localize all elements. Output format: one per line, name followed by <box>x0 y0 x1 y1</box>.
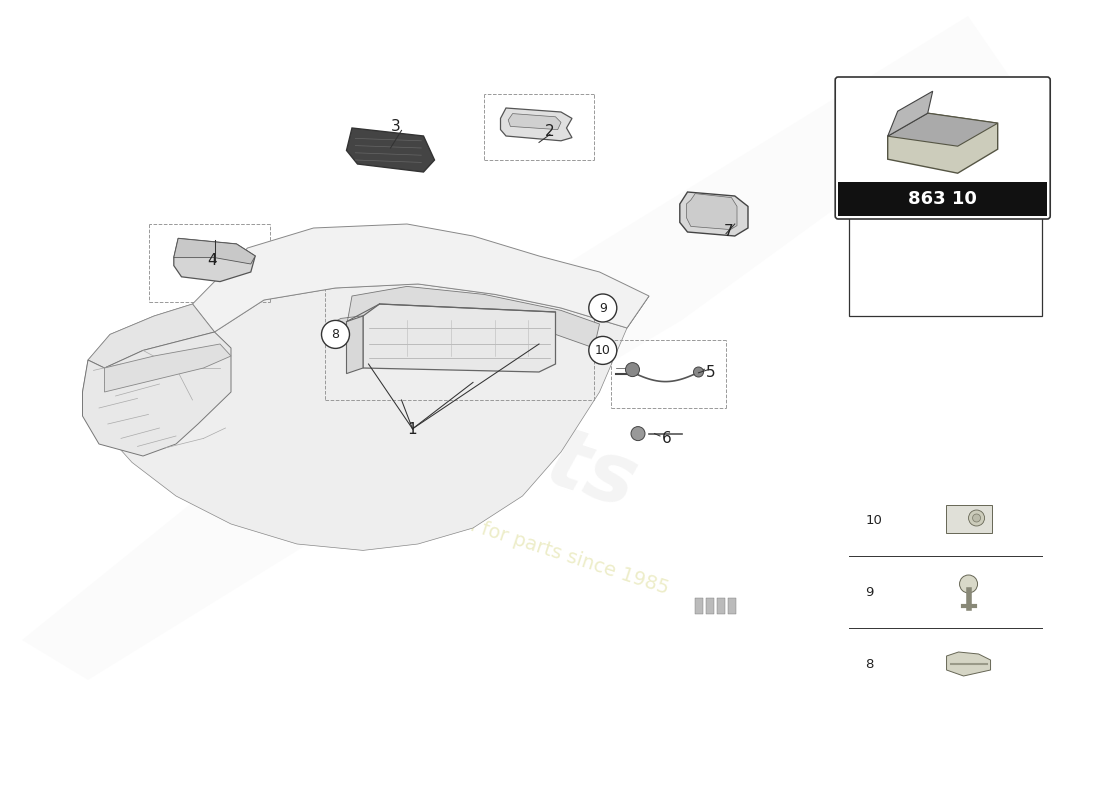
Polygon shape <box>686 194 737 230</box>
Text: 863 10: 863 10 <box>909 190 977 208</box>
Polygon shape <box>192 224 649 332</box>
Circle shape <box>959 575 978 593</box>
FancyBboxPatch shape <box>838 182 1047 216</box>
Text: 6: 6 <box>662 431 671 446</box>
Text: 8: 8 <box>866 658 873 670</box>
PathPatch shape <box>22 16 1012 680</box>
Circle shape <box>969 510 984 526</box>
Polygon shape <box>888 91 933 136</box>
FancyBboxPatch shape <box>706 598 714 614</box>
Polygon shape <box>363 304 556 372</box>
Polygon shape <box>104 344 231 392</box>
Polygon shape <box>888 114 998 146</box>
Text: 9: 9 <box>598 302 607 314</box>
Polygon shape <box>680 192 748 236</box>
Text: 2: 2 <box>546 125 554 139</box>
Text: 10: 10 <box>595 344 610 357</box>
Text: 8: 8 <box>331 328 340 341</box>
FancyBboxPatch shape <box>946 505 991 533</box>
Circle shape <box>631 426 645 441</box>
Circle shape <box>972 514 980 522</box>
Text: es: es <box>904 111 1032 209</box>
Text: 1: 1 <box>408 422 417 437</box>
Polygon shape <box>946 652 991 676</box>
FancyBboxPatch shape <box>695 598 703 614</box>
Text: a passion for parts since 1985: a passion for parts since 1985 <box>385 490 671 598</box>
FancyBboxPatch shape <box>717 598 725 614</box>
Polygon shape <box>500 108 572 141</box>
FancyBboxPatch shape <box>728 598 736 614</box>
Polygon shape <box>174 238 255 264</box>
Polygon shape <box>330 286 600 348</box>
Circle shape <box>626 362 639 377</box>
Text: 9: 9 <box>866 586 873 598</box>
Polygon shape <box>346 128 434 172</box>
FancyBboxPatch shape <box>835 77 1050 219</box>
Text: 5: 5 <box>706 366 715 380</box>
Polygon shape <box>346 316 363 374</box>
Text: euroParts: euroParts <box>188 307 648 525</box>
Polygon shape <box>88 304 214 368</box>
Circle shape <box>693 367 704 377</box>
Circle shape <box>588 336 617 365</box>
Circle shape <box>588 294 617 322</box>
Text: 4: 4 <box>208 254 217 268</box>
Polygon shape <box>174 238 255 282</box>
FancyBboxPatch shape <box>849 100 1042 316</box>
Text: 3: 3 <box>392 119 400 134</box>
Polygon shape <box>508 114 561 130</box>
Polygon shape <box>82 332 231 456</box>
Circle shape <box>321 320 350 349</box>
Polygon shape <box>82 284 649 550</box>
Text: 7: 7 <box>724 225 733 239</box>
Polygon shape <box>888 114 998 174</box>
Text: 10: 10 <box>866 514 882 526</box>
